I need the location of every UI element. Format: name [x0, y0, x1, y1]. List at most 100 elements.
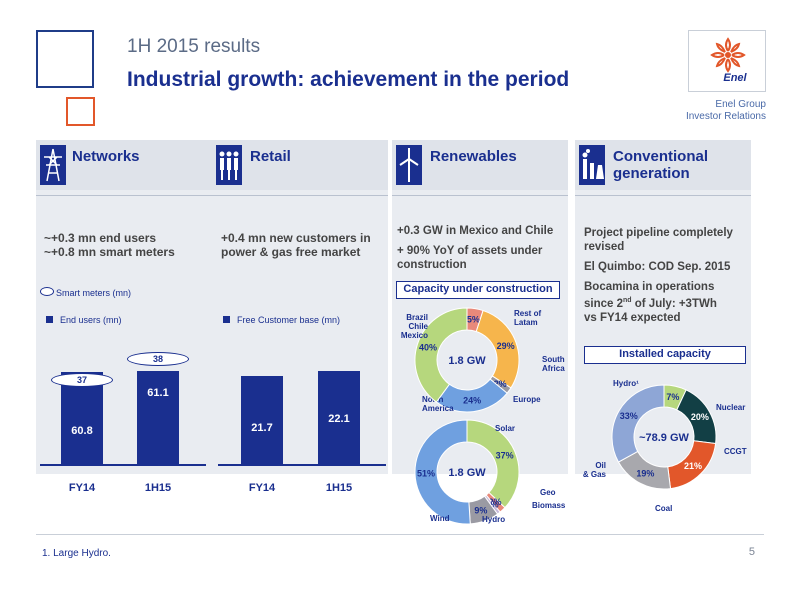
line-4b-sup: nd — [623, 297, 632, 304]
conventional-line-2: revised — [584, 241, 625, 253]
bar-retail-1h15 — [318, 371, 360, 464]
installed-donut-slice-value-2: 21% — [684, 461, 702, 471]
region-donut-slice-value-4: 40% — [419, 342, 437, 352]
region-donut-slice-label-4: Brazil Chile Mexico — [401, 313, 429, 340]
bar-value-networks-fy14: 60.8 — [71, 425, 93, 437]
separator — [212, 195, 388, 196]
bubble-smart-meters-1h15: 38 — [127, 352, 189, 366]
technology-donut-slice-0 — [466, 419, 520, 509]
separator — [392, 195, 568, 196]
installed-donut-center-label: ~78.9 GW — [639, 432, 689, 444]
retail-baseline — [218, 464, 386, 466]
svg-text:Enel: Enel — [723, 72, 747, 84]
region-donut-center-label: 1.8 GW — [448, 355, 486, 367]
bar-networks-fy14 — [61, 371, 103, 464]
renewables-text: +0.3 GW in Mexico and Chile + 90% YoY of… — [397, 224, 553, 272]
x-label-networks-fy14: FY14 — [68, 482, 96, 494]
bar-value-retail-1h15: 22.1 — [328, 413, 350, 425]
line-4b-post: of July: +3TWh — [631, 297, 717, 310]
footer-divider — [36, 534, 764, 535]
slide-subtitle: 1H 2015 results — [127, 36, 261, 57]
legend-free-customer-base: Free Customer base (mn) — [237, 315, 341, 325]
conventional-line-1: Project pipeline completely — [584, 227, 733, 239]
people-icon — [216, 145, 242, 185]
conventional-line-4b: since 2nd of July: +3TWh — [584, 294, 733, 311]
region-donut-slice-4 — [414, 307, 468, 403]
networks-line-2: ~+0.8 mn smart meters — [44, 245, 175, 259]
region-donut-slice-value-3: 24% — [463, 396, 481, 406]
installed-donut-slice-label-4: Hydro¹ — [613, 379, 639, 388]
conventional-line-4a: Bocamina in operations — [584, 281, 715, 293]
legend-bubble-swatch — [40, 287, 54, 296]
enel-logo: Enel — [688, 30, 766, 92]
legend-bar-swatch — [223, 316, 230, 323]
footnote: 1. Large Hydro. — [42, 548, 111, 559]
group-line-2: Investor Relations — [685, 111, 766, 122]
enel-flower-icon: Enel — [710, 37, 748, 84]
box-title-installed-capacity: Installed capacity — [584, 346, 746, 364]
bar-networks-1h15 — [137, 371, 179, 464]
technology-donut-slice-label-1: Geo — [540, 488, 556, 497]
x-label-networks-1h15: 1H15 — [144, 482, 172, 494]
bar-value-retail-fy14: 21.7 — [251, 422, 273, 434]
renewables-line-2: + 90% YoY of assets under — [397, 245, 543, 257]
installed-donut-slice-label-1: CCGT — [724, 447, 747, 456]
conventional-line-3: El Quimbo: COD Sep. 2015 — [584, 261, 731, 273]
bar-value-networks-1h15: 61.1 — [147, 387, 169, 399]
technology-donut-slice-value-1: 2% — [489, 497, 502, 507]
retail-line-2: power & gas free market — [221, 245, 361, 259]
renewables-line-3: construction — [397, 259, 467, 271]
technology-donut-slice-4 — [414, 419, 471, 525]
conventional-title-line-2: generation — [613, 165, 690, 182]
separator — [36, 195, 212, 196]
installed-donut-slice-label-0: Nuclear — [716, 403, 745, 412]
retail-line-1: +0.4 mn new customers in — [221, 231, 371, 245]
panel-title-retail: Retail — [250, 148, 291, 165]
region-donut-slice-label-0: Rest of Latam — [514, 309, 541, 327]
power-pylon-icon — [40, 145, 66, 185]
panel-title-renewables: Renewables — [430, 148, 517, 165]
conventional-text: Project pipeline completely revised El Q… — [584, 226, 733, 325]
renewables-donut-charts: 5%Rest ofLatam29%SouthAfrica2%Europe24%N… — [401, 307, 566, 525]
installed-donut-slice-value-4: 33% — [620, 411, 638, 421]
installed-donut-slice-4 — [611, 384, 665, 463]
power-plant-icon — [579, 145, 605, 185]
panel-title-networks: Networks — [72, 148, 140, 165]
installed-donut-slice-value-1: 20% — [691, 412, 709, 422]
technology-donut-center-label: 1.8 GW — [448, 467, 486, 479]
bar-retail-fy14 — [241, 376, 283, 464]
technology-donut-slice-value-2: 1% — [486, 499, 499, 509]
x-label-retail-fy14: FY14 — [248, 482, 276, 494]
conventional-title-line-1: Conventional — [613, 148, 709, 165]
installed-capacity-donut-chart: 7% Nuclear 20% CCGT 21% Coal 19% Oil & Gas 33% Hyd… — [583, 379, 747, 513]
legend-bar-swatch — [46, 316, 53, 323]
technology-donut-slice-label-2: Biomass — [532, 501, 566, 510]
wind-turbine-icon — [396, 145, 422, 185]
line-4b-pre: since 2 — [584, 297, 623, 310]
enel-group-label: Enel Group Investor Relations — [686, 99, 766, 123]
x-label-retail-1h15: 1H15 — [325, 482, 353, 494]
installed-donut-slice-label-2: Coal — [655, 504, 672, 513]
panel-retail — [212, 140, 388, 474]
legend-smart-meters: Smart meters (mn) — [56, 288, 132, 298]
region-donut-slice-value-0: 5% — [467, 315, 480, 325]
renewables-line-1: +0.3 GW in Mexico and Chile — [397, 225, 554, 237]
networks-line-1: ~+0.3 mn end users — [44, 231, 157, 245]
legend-end-users: End users (mn) — [60, 315, 122, 325]
region-donut-slice-label-1: South Africa — [542, 355, 565, 373]
technology-donut-slice-label-3: Hydro — [482, 515, 505, 524]
installed-donut-slice-value-3: 19% — [636, 469, 654, 479]
conventional-line-4c: vs FY14 expected — [584, 311, 681, 324]
panel-title-conventional: Conventional generation — [613, 148, 708, 182]
technology-donut-slice-value-3: 9% — [474, 506, 487, 516]
decorative-square-orange — [66, 97, 95, 126]
retail-text: +0.4 mn new customers in power & gas fre… — [221, 231, 371, 259]
technology-donut-slice-value-0: 37% — [496, 451, 514, 461]
region-donut-slice-value-2: 2% — [494, 379, 507, 389]
bubble-smart-meters-fy14: 37 — [51, 373, 113, 387]
region-donut-slice-value-1: 29% — [497, 341, 515, 351]
technology-donut-slice-value-4: 51% — [417, 468, 435, 478]
technology-donut-slice-label-4: Wind — [430, 514, 450, 523]
page-number: 5 — [748, 546, 755, 558]
slide-title: Industrial growth: achievement in the pe… — [127, 68, 570, 91]
